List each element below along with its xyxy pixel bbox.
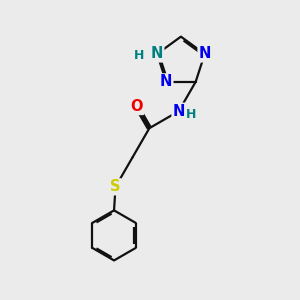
Text: N: N	[172, 104, 185, 119]
Text: N: N	[160, 74, 172, 89]
Text: O: O	[130, 99, 143, 114]
Text: H: H	[186, 108, 196, 121]
Text: S: S	[110, 179, 121, 194]
Text: N: N	[199, 46, 211, 62]
Text: N: N	[151, 46, 163, 62]
Text: H: H	[134, 49, 144, 62]
